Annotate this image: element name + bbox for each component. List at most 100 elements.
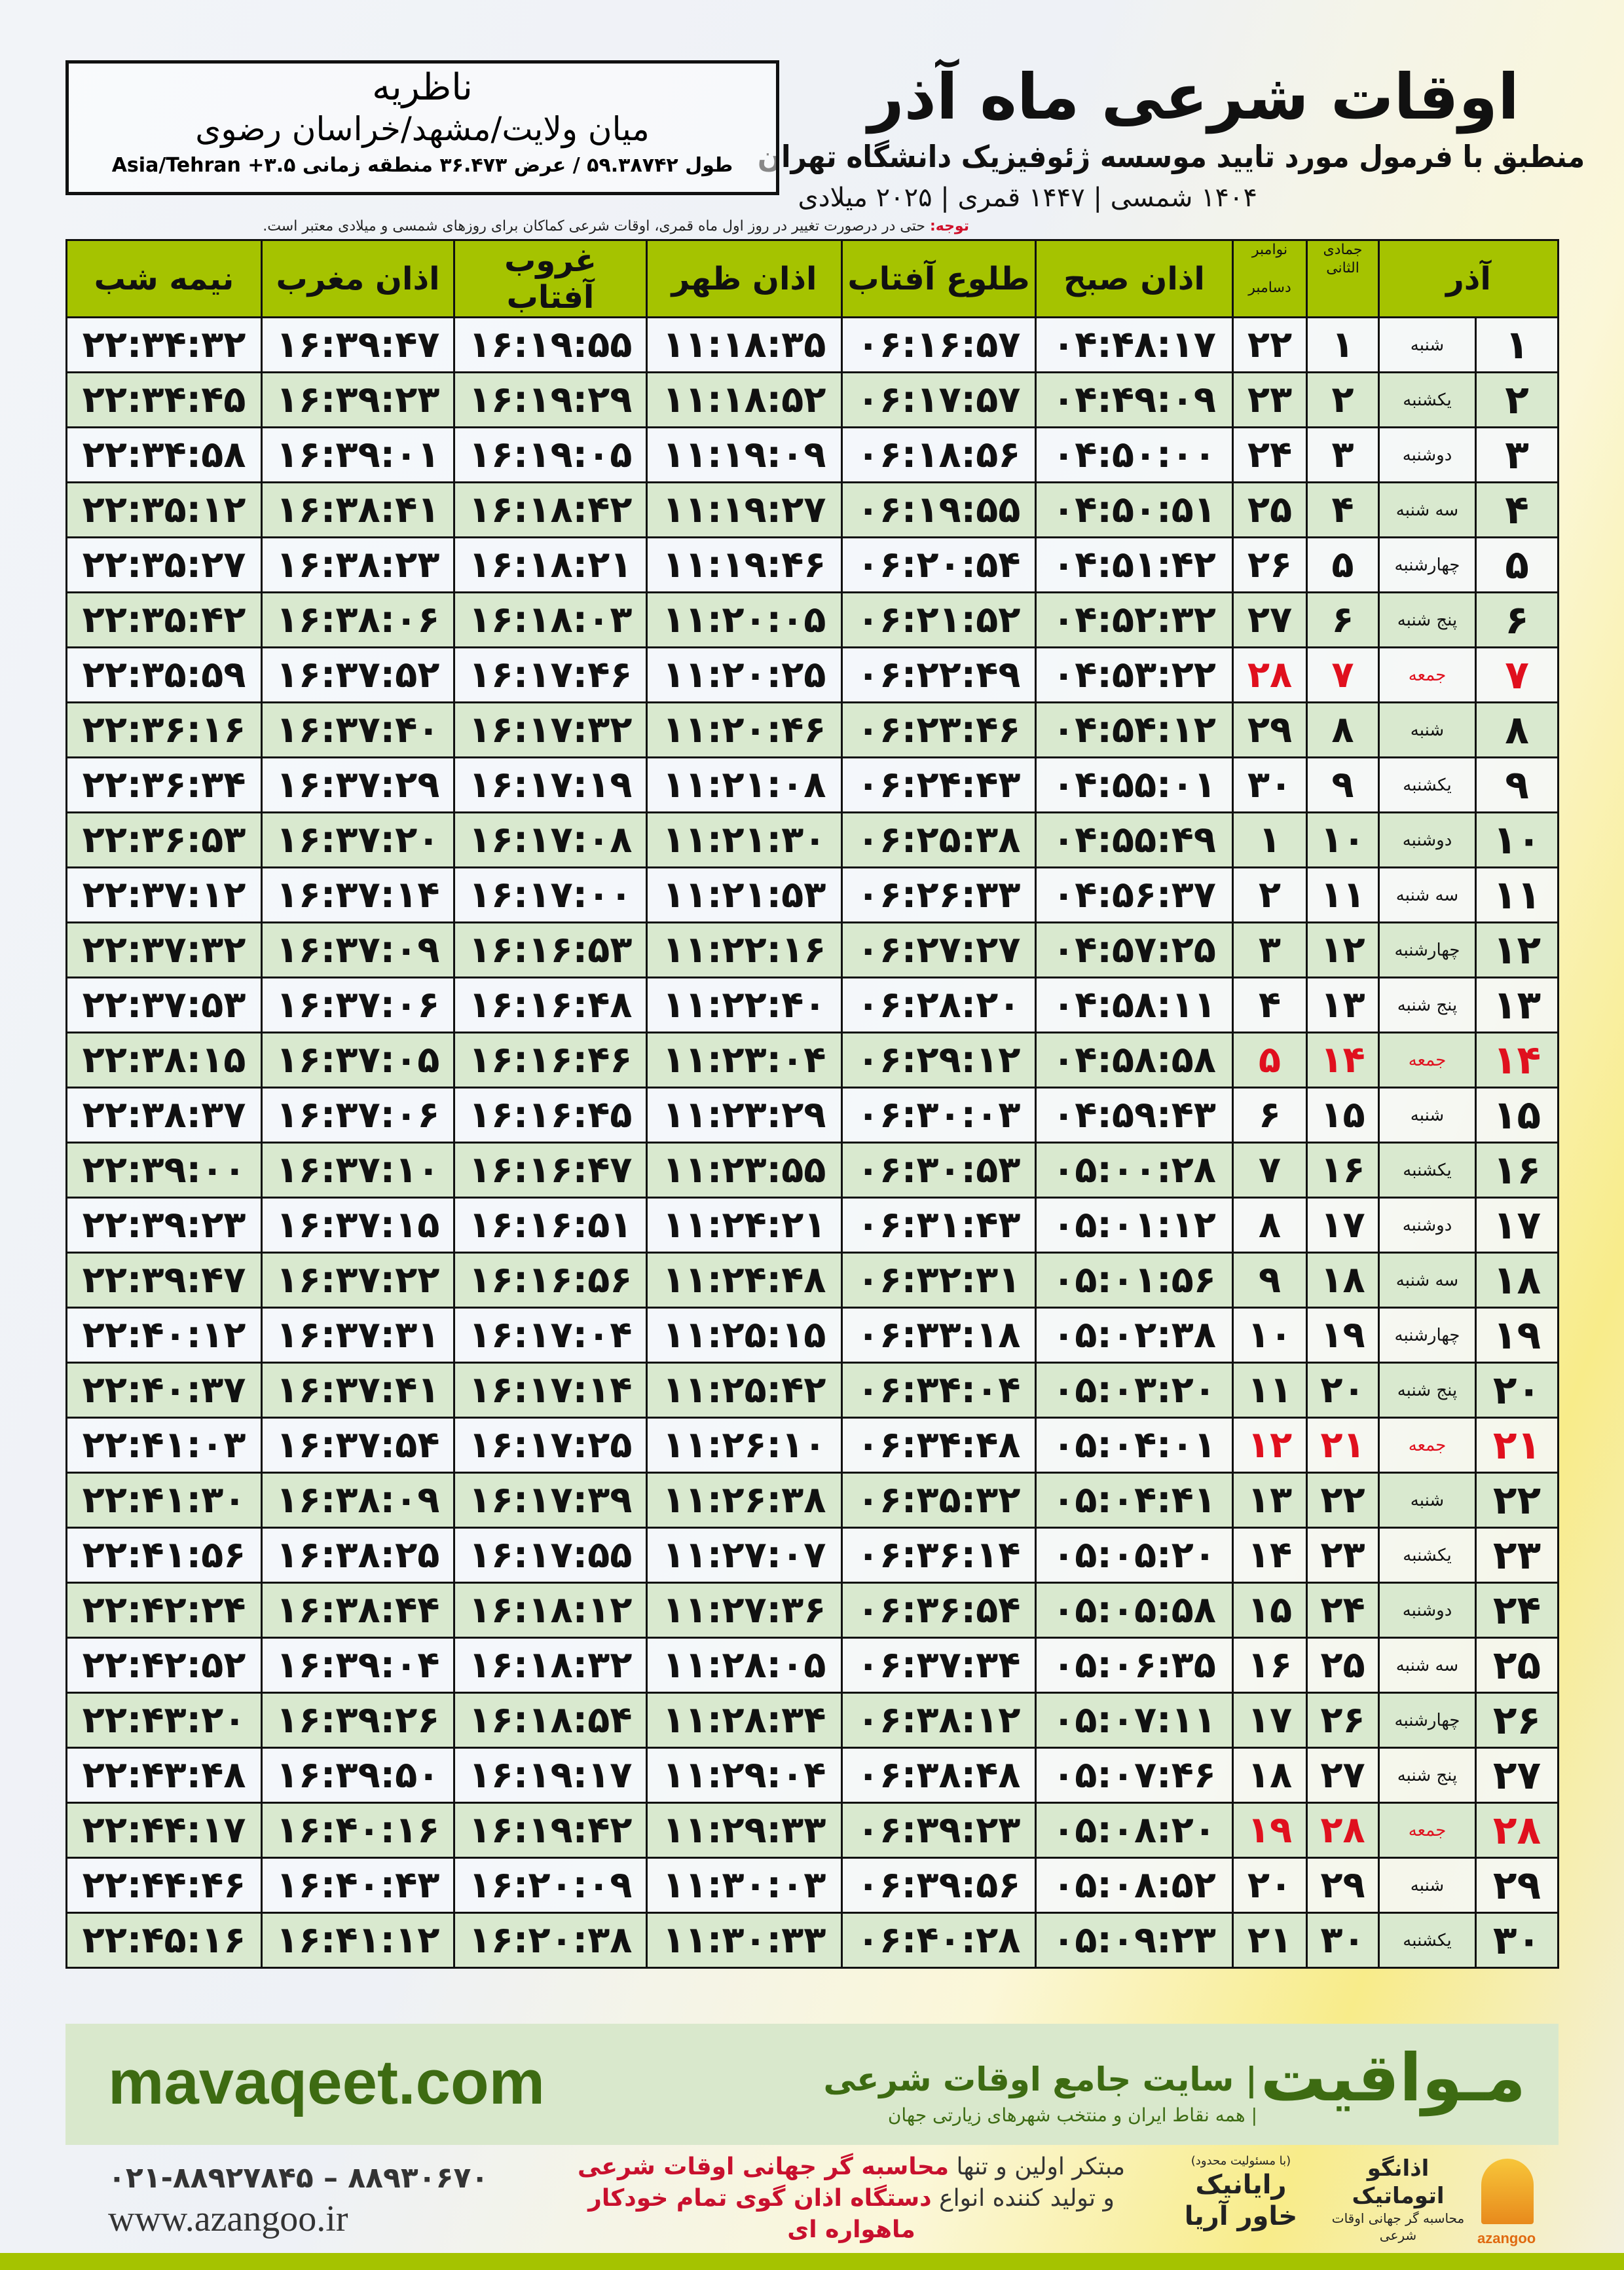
fajr-time: ۰۵:۰۷:۱۱ [1035, 1692, 1234, 1749]
sunrise-time: ۰۶:۳۰:۰۳ [841, 1087, 1037, 1144]
maghrib-time: ۱۶:۳۷:۰۵ [261, 1032, 455, 1088]
weekday: یکشنبه [1378, 1142, 1477, 1199]
hijri-day: ۱۷ [1306, 1197, 1380, 1254]
rayanik-logo-text: رایانیک خاور آریا [1184, 2170, 1298, 2231]
sunrise-time: ۰۶:۲۵:۳۸ [841, 811, 1037, 868]
promo-1a: مبتکر اولین و تنها [949, 2153, 1126, 2180]
table-row: ۱۵ شنبه ۱۵ ۶ ۰۴:۵۹:۴۳ ۰۶:۳۰:۰۳ ۱۱:۲۳:۲۹ ۱۶:۱۶:۴… [65, 1087, 1559, 1144]
maghrib-time: ۱۶:۳۷:۲۹ [261, 756, 455, 813]
table-row: ۸ شنبه ۸ ۲۹ ۰۴:۵۴:۱۲ ۰۶:۲۳:۴۶ ۱۱:۲۰:۴۶ ۱۶:۱۷:۳۲… [65, 701, 1559, 758]
site-link[interactable]: mavaqeet.com [108, 2047, 545, 2117]
header-azar: آذر [1378, 239, 1559, 318]
sunrise-time: ۰۶:۲۶:۳۳ [841, 866, 1037, 923]
gregorian-day: ۱۸ [1232, 1747, 1308, 1804]
weekday: جمعه [1378, 1032, 1477, 1088]
weekday: پنج شنبه [1378, 1747, 1477, 1804]
mavaqeet-banner [65, 2024, 1559, 2145]
sunset-time: ۱۶:۱۸:۰۳ [453, 591, 648, 648]
table-row: ۳۰ یکشنبه ۳۰ ۲۱ ۰۵:۰۹:۲۳ ۰۶:۴۰:۲۸ ۱۱:۳۰:۳۳ ۱۶:۲… [65, 1912, 1559, 1969]
sunset-time: ۱۶:۱۸:۴۲ [453, 481, 648, 538]
gregorian-day: ۱۹ [1232, 1802, 1308, 1859]
sunrise-time: ۰۶:۳۱:۴۳ [841, 1197, 1037, 1254]
hijri-day: ۲۳ [1306, 1527, 1380, 1584]
weekday: جمعه [1378, 646, 1477, 703]
gregorian-day: ۱۷ [1232, 1692, 1308, 1749]
maghrib-time: ۱۶:۴۱:۱۲ [261, 1912, 455, 1969]
fajr-time: ۰۵:۰۵:۲۰ [1035, 1527, 1234, 1584]
table-row: ۷ جمعه ۷ ۲۸ ۰۴:۵۳:۲۲ ۰۶:۲۲:۴۹ ۱۱:۲۰:۲۵ ۱۶:۱۷:۴۶… [65, 646, 1559, 703]
header-gregorian-bottom: دسامبر [1248, 280, 1291, 296]
sunset-time: ۱۶:۱۹:۱۷ [453, 1747, 648, 1804]
weekday: دوشنبه [1378, 1197, 1477, 1254]
prayer-times-table: آذر جمادی الثانی نوامبر دسامبر اذان صبح ط… [65, 239, 1559, 1969]
gregorian-day: ۱۴ [1232, 1527, 1308, 1584]
hijri-day: ۱۰ [1306, 811, 1380, 868]
fajr-time: ۰۴:۵۸:۵۸ [1035, 1032, 1234, 1088]
hijri-day: ۲۱ [1306, 1417, 1380, 1474]
fajr-time: ۰۵:۰۳:۲۰ [1035, 1362, 1234, 1419]
midnight-time: ۲۲:۴۴:۱۷ [65, 1802, 263, 1859]
dhuhr-time: ۱۱:۳۰:۰۳ [646, 1857, 843, 1914]
gregorian-day: ۴ [1232, 977, 1308, 1033]
sunset-time: ۱۶:۱۷:۰۸ [453, 811, 648, 868]
hijri-day: ۱۴ [1306, 1032, 1380, 1088]
table-row: ۵ چهارشنبه ۵ ۲۶ ۰۴:۵۱:۴۲ ۰۶:۲۰:۵۴ ۱۱:۱۹:۴۶ ۱۶:۱… [65, 536, 1559, 593]
maghrib-time: ۱۶:۴۰:۴۳ [261, 1857, 455, 1914]
weekday: شنبه [1378, 1087, 1477, 1144]
dhuhr-time: ۱۱:۲۹:۳۳ [646, 1802, 843, 1859]
weekday: شنبه [1378, 316, 1477, 373]
notice-text: حتی در درصورت تغییر در روز اول ماه قمری،… [263, 218, 930, 234]
dhuhr-time: ۱۱:۲۸:۳۴ [646, 1692, 843, 1749]
mosque-icon [1481, 2159, 1534, 2224]
fajr-time: ۰۴:۵۵:۴۹ [1035, 811, 1234, 868]
azar-day: ۴ [1475, 481, 1559, 538]
sunset-time: ۱۶:۱۷:۳۲ [453, 701, 648, 758]
azar-day: ۱۶ [1475, 1142, 1559, 1199]
sunset-time: ۱۶:۱۶:۴۵ [453, 1087, 648, 1144]
weekday: چهارشنبه [1378, 921, 1477, 978]
midnight-time: ۲۲:۴۳:۴۸ [65, 1747, 263, 1804]
midnight-time: ۲۲:۳۸:۳۷ [65, 1087, 263, 1144]
bottom-bar [0, 2253, 1624, 2270]
midnight-time: ۲۲:۳۹:۴۷ [65, 1252, 263, 1309]
dhuhr-time: ۱۱:۲۷:۳۶ [646, 1582, 843, 1639]
table-row: ۱ شنبه ۱ ۲۲ ۰۴:۴۸:۱۷ ۰۶:۱۶:۵۷ ۱۱:۱۸:۳۵ ۱۶:۱۹:۵۵… [65, 316, 1559, 373]
maghrib-time: ۱۶:۳۹:۰۱ [261, 426, 455, 483]
sunrise-time: ۰۶:۲۱:۵۲ [841, 591, 1037, 648]
table-row: ۱۱ سه شنبه ۱۱ ۲ ۰۴:۵۶:۳۷ ۰۶:۲۶:۳۳ ۱۱:۲۱:۵۳ ۱۶:۱… [65, 866, 1559, 923]
sunrise-time: ۰۶:۳۹:۵۶ [841, 1857, 1037, 1914]
weekday: یکشنبه [1378, 1912, 1477, 1969]
maghrib-time: ۱۶:۳۹:۰۴ [261, 1637, 455, 1694]
gregorian-day: ۸ [1232, 1197, 1308, 1254]
fajr-time: ۰۵:۰۴:۰۱ [1035, 1417, 1234, 1474]
gregorian-day: ۱۳ [1232, 1472, 1308, 1529]
hijri-day: ۱۹ [1306, 1307, 1380, 1364]
fajr-time: ۰۵:۰۱:۵۶ [1035, 1252, 1234, 1309]
fajr-time: ۰۵:۰۸:۲۰ [1035, 1802, 1234, 1859]
sunrise-time: ۰۶:۳۶:۱۴ [841, 1527, 1037, 1584]
gregorian-day: ۱۲ [1232, 1417, 1308, 1474]
sunset-time: ۱۶:۱۸:۲۱ [453, 536, 648, 593]
sunset-time: ۱۶:۱۷:۲۵ [453, 1417, 648, 1474]
fajr-time: ۰۵:۰۰:۲۸ [1035, 1142, 1234, 1199]
dhuhr-time: ۱۱:۲۰:۴۶ [646, 701, 843, 758]
azangoo-link[interactable]: www.azangoo.ir [108, 2199, 348, 2239]
dhuhr-time: ۱۱:۲۲:۴۰ [646, 977, 843, 1033]
midnight-time: ۲۲:۳۴:۵۸ [65, 426, 263, 483]
dhuhr-time: ۱۱:۱۸:۵۲ [646, 371, 843, 428]
fajr-time: ۰۵:۰۴:۴۱ [1035, 1472, 1234, 1529]
dhuhr-time: ۱۱:۱۹:۰۹ [646, 426, 843, 483]
gregorian-day: ۹ [1232, 1252, 1308, 1309]
hijri-day: ۲۸ [1306, 1802, 1380, 1859]
maghrib-time: ۱۶:۳۷:۰۶ [261, 977, 455, 1033]
midnight-time: ۲۲:۳۸:۱۵ [65, 1032, 263, 1088]
midnight-time: ۲۲:۳۶:۳۴ [65, 756, 263, 813]
sunset-time: ۱۶:۱۶:۵۱ [453, 1197, 648, 1254]
azar-day: ۶ [1475, 591, 1559, 648]
sunrise-time: ۰۶:۲۴:۴۳ [841, 756, 1037, 813]
gregorian-day: ۳۰ [1232, 756, 1308, 813]
sunset-time: ۱۶:۱۷:۱۴ [453, 1362, 648, 1419]
dhuhr-time: ۱۱:۲۰:۰۵ [646, 591, 843, 648]
hijri-day: ۱۵ [1306, 1087, 1380, 1144]
azar-day: ۱۳ [1475, 977, 1559, 1033]
